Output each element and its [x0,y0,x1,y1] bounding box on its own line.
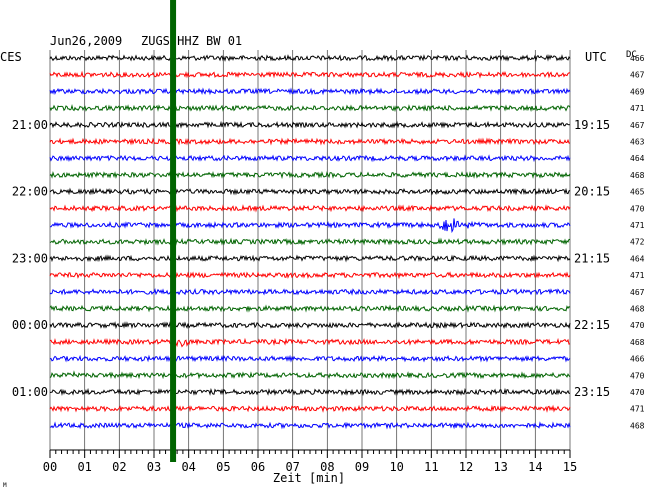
right-time-label: 19:15 [574,118,610,132]
trace-line [49,287,571,296]
dc-value-label: 471 [630,221,645,230]
time-marker [170,0,177,462]
dc-value-label: 466 [630,54,645,63]
x-tick-label: 00 [43,460,57,474]
dc-value-label: 468 [630,338,645,347]
trace-line [50,218,571,234]
left-time-label: 01:00 [12,385,48,399]
left-time-label: 21:00 [12,118,48,132]
dc-label: DC [626,50,637,60]
dc-value-label: 470 [630,371,645,380]
dc-value-label: 466 [630,355,645,364]
x-tick-label: 06 [251,460,265,474]
trace-line [49,137,571,146]
x-tick-label: 13 [493,460,507,474]
header-station: ZUGS HHZ BW 01 [141,34,242,48]
trace-line [49,404,571,413]
trace-line [49,87,571,96]
dc-value-label: 468 [630,305,645,314]
trace-line [49,421,571,430]
dc-value-label: 470 [630,204,645,213]
x-tick-label: 04 [181,460,195,474]
trace-line [49,321,571,330]
trace-line [49,370,571,380]
trace-line [49,104,571,113]
dc-value-label: 467 [630,121,645,130]
dc-value-label: 470 [630,321,645,330]
trace-line [49,54,571,62]
dc-value-label: 464 [630,154,645,163]
trace-line [49,304,571,313]
trace-line [49,387,571,397]
trace-line [49,120,571,129]
trace-line [49,254,571,263]
x-tick-label: 11 [424,460,438,474]
dc-value-label: 467 [630,71,645,80]
x-tick-label: 01 [77,460,91,474]
dc-value-label: 465 [630,188,645,197]
x-tick-label: 15 [563,460,577,474]
x-tick-label: 10 [389,460,403,474]
trace-line [49,170,571,180]
trace-line [49,271,571,280]
dc-value-label: 471 [630,405,645,414]
dc-value-label: 468 [630,421,645,430]
dc-value-label: 463 [630,138,645,147]
dc-value-label: 468 [630,171,645,180]
x-axis-label: Zeit [min] [273,471,345,485]
right-time-label: 22:15 [574,318,610,332]
left-timezone-label: CES [0,50,22,64]
left-time-label: 22:00 [12,185,48,199]
dc-value-label: 467 [630,288,645,297]
trace-line [49,187,571,196]
right-time-label: 23:15 [574,385,610,399]
x-tick-label: 09 [355,460,369,474]
x-tick-label: 03 [147,460,161,474]
trace-line [49,237,571,246]
header-date: Jun26,2009 [50,34,122,48]
dc-value-label: 470 [630,388,645,397]
dc-value-label: 471 [630,271,645,280]
right-time-label: 21:15 [574,251,610,265]
trace-line [49,70,571,79]
x-tick-label: 12 [459,460,473,474]
trace-line [49,354,571,363]
trace-line [49,154,571,163]
right-timezone-label: UTC [585,50,607,64]
left-time-label: 23:00 [12,251,48,265]
trace-line [49,204,571,213]
dc-value-label: 471 [630,104,645,113]
dc-value-label: 464 [630,254,645,263]
right-time-label: 20:15 [574,185,610,199]
dc-value-label: 469 [630,87,645,96]
x-tick-label: 02 [112,460,126,474]
x-tick-label: 07 [285,460,299,474]
trace-line [49,337,571,348]
x-tick-label: 08 [320,460,334,474]
x-tick-label: 05 [216,460,230,474]
footer-mark: M [3,482,7,489]
x-tick-label: 14 [528,460,542,474]
left-time-label: 00:00 [12,318,48,332]
dc-value-label: 472 [630,238,645,247]
